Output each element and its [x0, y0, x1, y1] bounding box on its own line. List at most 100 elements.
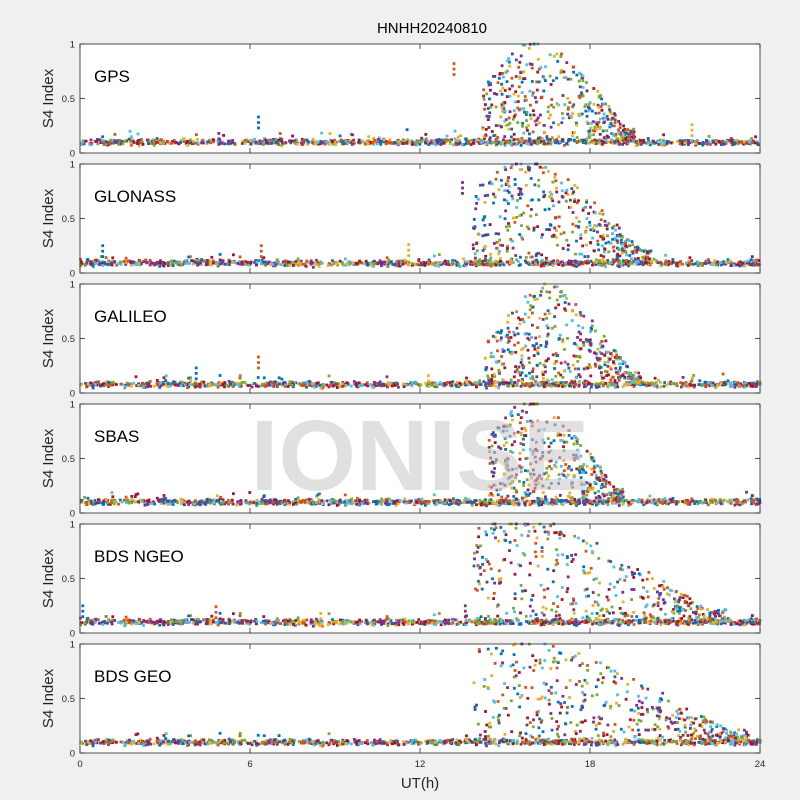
data-point: [625, 364, 628, 368]
data-point: [602, 112, 606, 116]
data-point: [509, 378, 513, 382]
data-point: [582, 138, 586, 142]
data-point: [525, 141, 528, 145]
data-point: [533, 183, 537, 187]
data-point: [270, 142, 273, 145]
data-point: [456, 498, 459, 502]
data-point: [527, 47, 531, 50]
data-point: [120, 500, 124, 504]
data-point: [175, 261, 178, 265]
data-point: [335, 261, 338, 264]
spike-point: [101, 255, 105, 258]
data-point: [517, 499, 520, 502]
data-point: [671, 258, 675, 261]
data-point: [612, 245, 616, 249]
data-point: [166, 264, 170, 267]
data-point: [458, 141, 462, 145]
data-point: [262, 140, 265, 144]
data-point: [600, 97, 603, 101]
data-point: [601, 384, 605, 388]
data-point: [386, 381, 390, 385]
data-point: [654, 141, 658, 145]
data-point: [521, 382, 524, 386]
data-point: [186, 142, 190, 146]
data-point: [547, 207, 551, 211]
data-point: [547, 169, 550, 173]
data-point: [581, 86, 585, 89]
data-point: [351, 133, 354, 137]
data-point: [86, 496, 90, 500]
data-point: [492, 383, 496, 387]
data-point: [538, 165, 542, 169]
data-point: [218, 253, 222, 256]
data-point: [515, 310, 518, 313]
data-point: [617, 259, 620, 263]
data-point: [738, 502, 741, 506]
data-point: [541, 286, 545, 290]
data-point: [662, 384, 666, 388]
data-point: [614, 135, 618, 138]
data-point: [605, 227, 609, 231]
data-point: [618, 501, 621, 504]
data-point: [505, 95, 509, 98]
data-point: [571, 309, 574, 313]
data-point: [511, 197, 515, 201]
data-point: [560, 121, 564, 125]
data-point: [638, 379, 641, 382]
data-point: [382, 138, 386, 142]
data-point: [159, 138, 163, 142]
data-point: [511, 350, 514, 354]
data-point: [726, 260, 730, 264]
data-point: [155, 137, 159, 140]
data-point: [598, 117, 602, 121]
data-point: [580, 252, 584, 256]
data-point: [719, 382, 723, 385]
data-point: [548, 74, 552, 78]
data-point: [226, 499, 230, 502]
data-point: [217, 383, 220, 387]
data-point: [146, 503, 150, 506]
data-point: [214, 383, 218, 387]
data-point: [475, 385, 478, 389]
data-point: [594, 329, 597, 333]
data-point: [514, 100, 517, 104]
data-point: [94, 258, 97, 262]
data-point: [728, 259, 732, 263]
data-point: [754, 261, 758, 265]
data-point: [517, 371, 521, 374]
data-point: [617, 370, 621, 373]
data-point: [280, 143, 284, 147]
data-point: [584, 383, 588, 387]
data-point: [534, 96, 537, 99]
data-point: [265, 384, 269, 388]
data-point: [218, 262, 222, 266]
data-point: [516, 121, 520, 124]
data-point: [694, 262, 698, 266]
data-point: [523, 95, 527, 98]
data-point: [606, 259, 609, 262]
data-point: [569, 138, 573, 142]
data-point: [128, 259, 131, 263]
spike-point: [452, 62, 456, 65]
data-point: [544, 65, 547, 69]
data-point: [571, 230, 574, 234]
data-point: [171, 503, 175, 506]
data-point: [638, 248, 641, 251]
data-point: [424, 503, 427, 507]
data-point: [264, 138, 268, 142]
data-point: [615, 234, 619, 237]
data-point: [509, 381, 512, 385]
data-point: [369, 140, 373, 144]
data-point: [237, 260, 241, 264]
data-point: [163, 261, 166, 265]
data-point: [531, 344, 535, 347]
data-point: [552, 233, 556, 237]
data-point: [490, 377, 493, 381]
data-point: [227, 501, 231, 504]
data-point: [750, 384, 753, 388]
data-point: [100, 260, 104, 263]
data-point: [711, 381, 715, 385]
data-point: [391, 263, 395, 266]
data-point: [650, 381, 654, 384]
